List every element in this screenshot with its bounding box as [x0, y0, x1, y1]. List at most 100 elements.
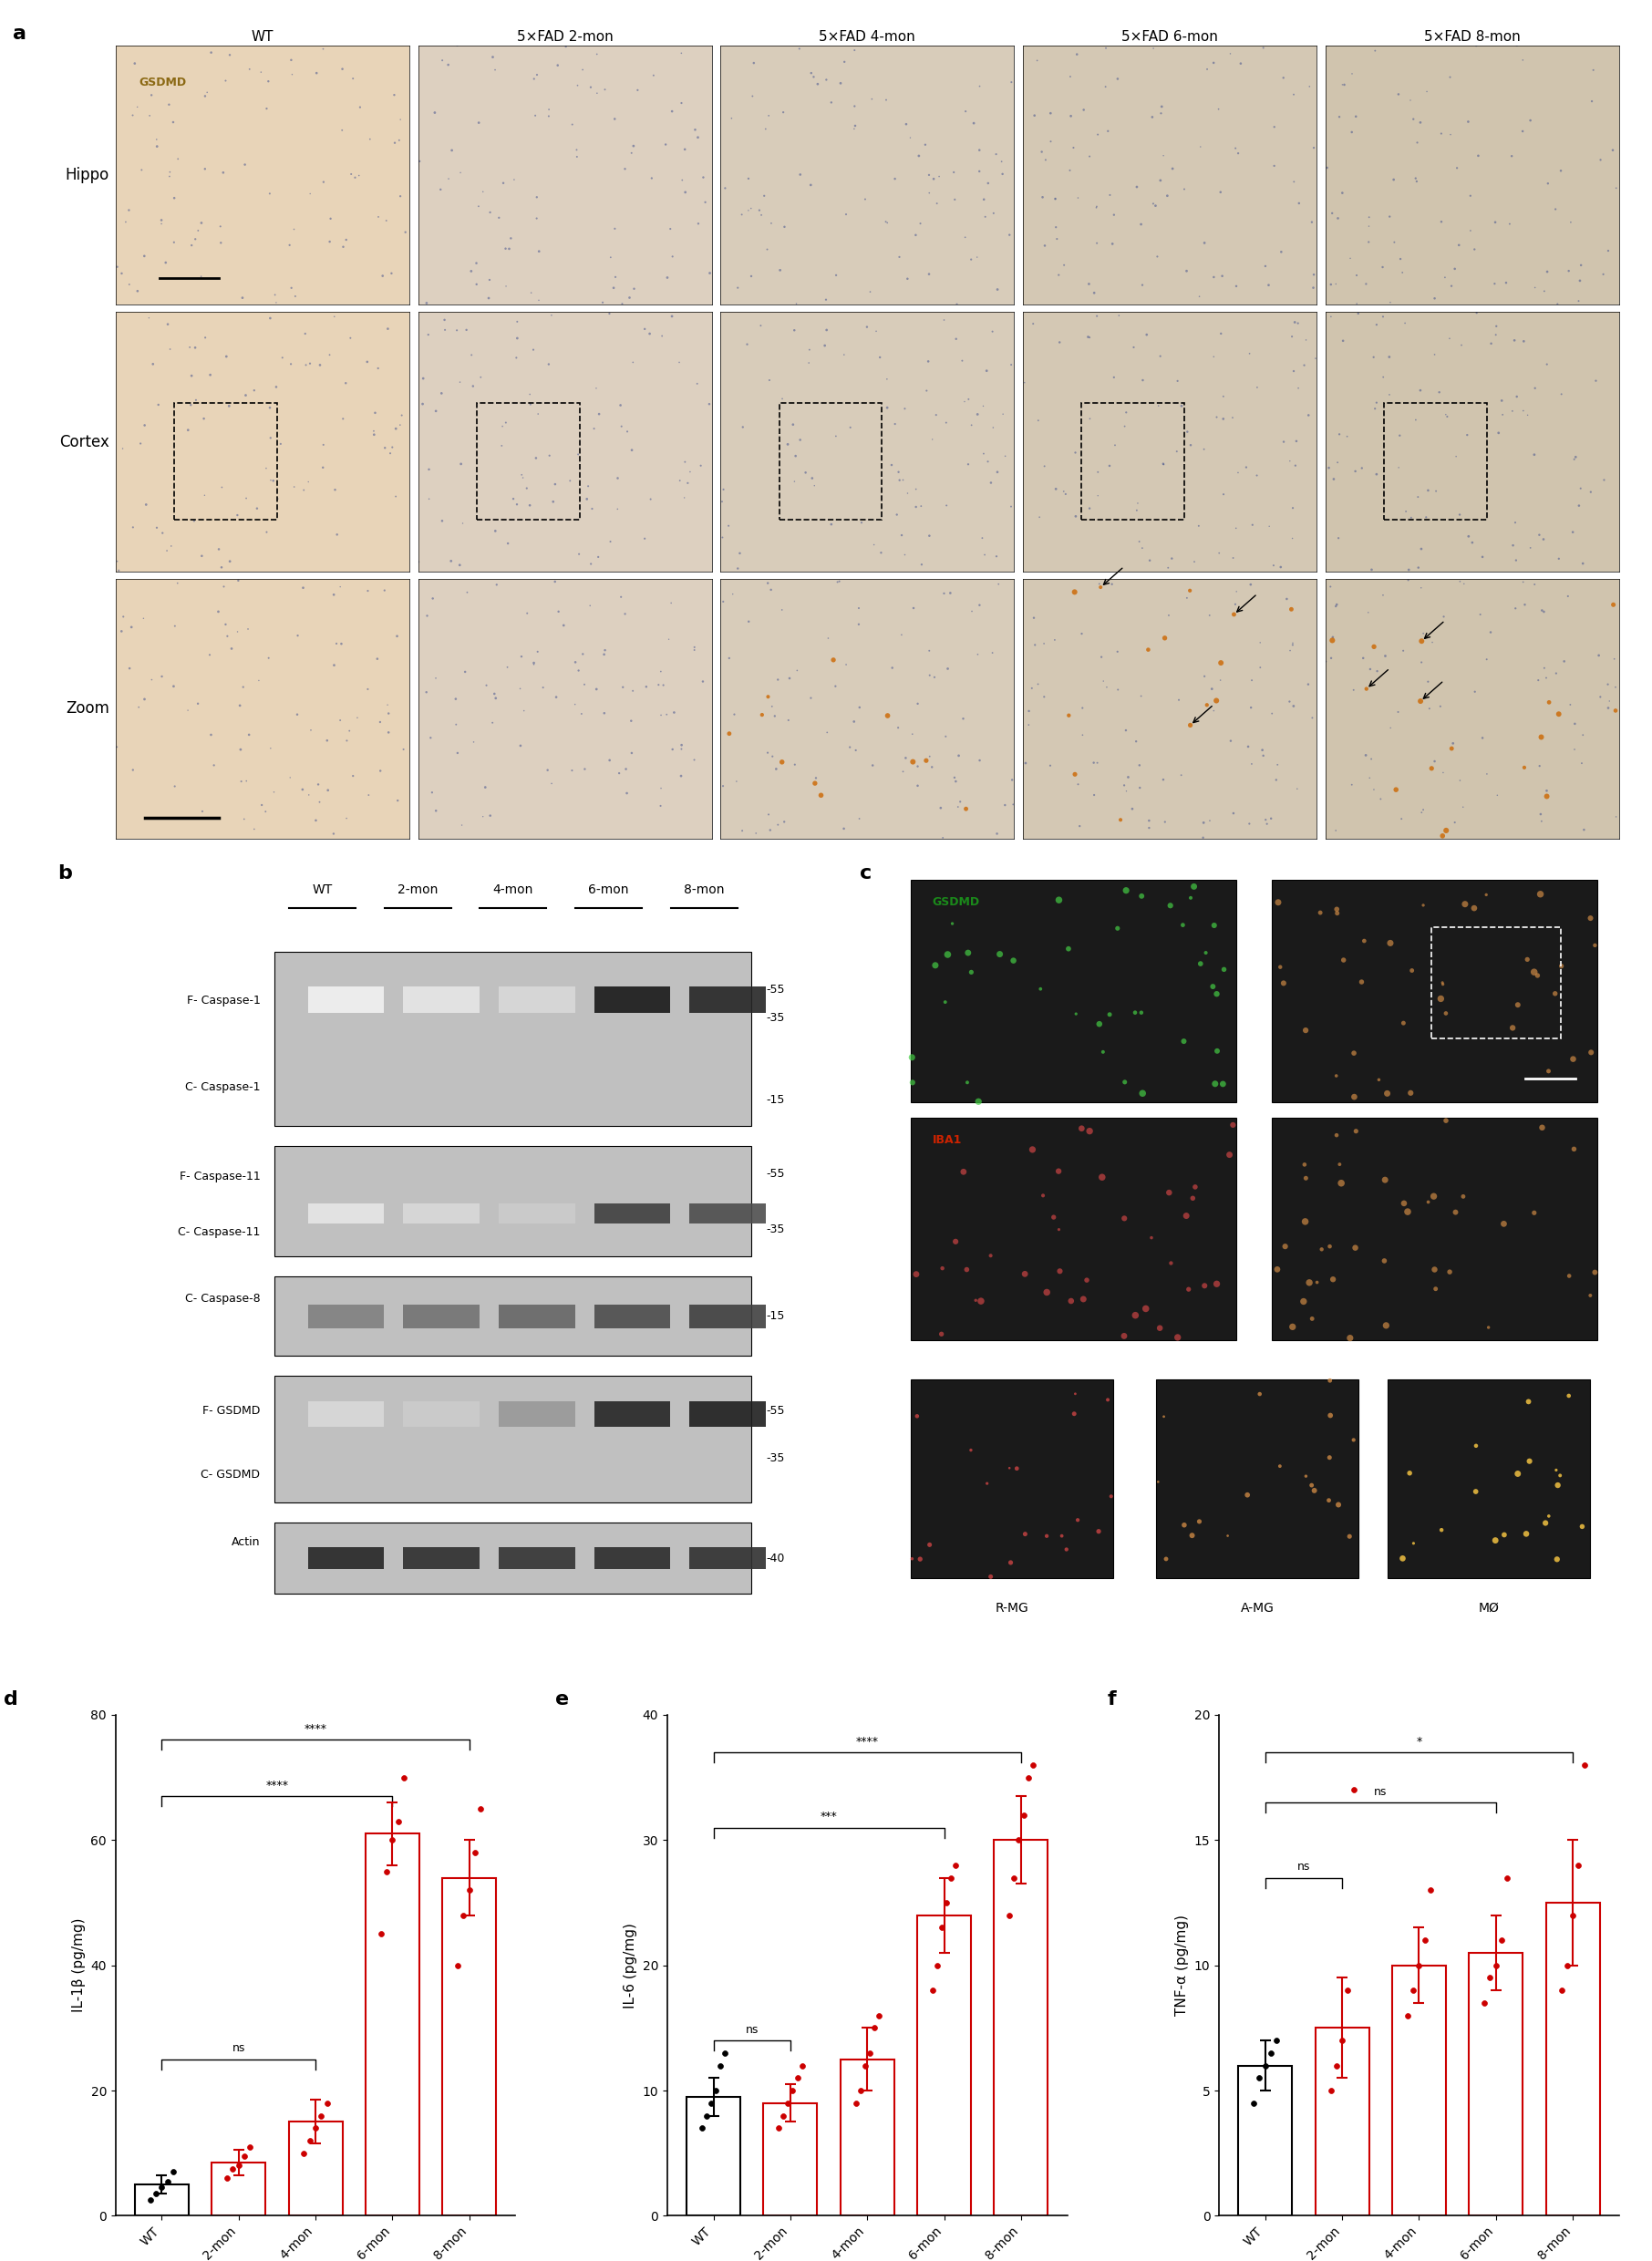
Point: [1023, 626, 1049, 662]
Point: [178, 357, 205, 393]
Point: [413, 285, 439, 321]
Point: [1568, 746, 1594, 782]
Point: [1441, 726, 1467, 762]
Point: [1133, 317, 1160, 353]
Point: [263, 369, 289, 405]
Point: [1568, 470, 1594, 506]
Point: [372, 572, 398, 608]
Point: [586, 396, 613, 432]
Point: [383, 412, 410, 448]
Point: [620, 344, 646, 380]
Point: [1403, 402, 1429, 439]
Point: [849, 504, 876, 540]
Point: [428, 375, 454, 412]
Point: [715, 714, 742, 751]
Point: [715, 640, 742, 676]
Point: [826, 563, 852, 599]
Point: [1450, 565, 1477, 601]
Point: [1515, 398, 1541, 434]
Point: [1388, 800, 1414, 837]
Point: [198, 34, 225, 70]
Point: [1474, 755, 1500, 791]
Point: [1102, 427, 1128, 464]
Point: [758, 572, 785, 608]
Point: [852, 181, 879, 217]
Point: [1365, 653, 1391, 690]
Point: [885, 240, 912, 276]
Point: [578, 491, 605, 527]
Point: [985, 454, 1011, 491]
Point: [975, 165, 1001, 201]
Point: [1447, 497, 1474, 534]
Point: [1404, 163, 1431, 199]
Point: [1219, 400, 1246, 436]
Point: [1113, 393, 1140, 430]
Point: [431, 301, 458, 337]
Point: [311, 32, 337, 68]
Point: [1323, 812, 1350, 848]
Point: [385, 782, 411, 818]
Point: [775, 703, 801, 739]
Point: [738, 190, 765, 226]
Point: [1528, 719, 1555, 755]
Point: [177, 330, 203, 366]
Point: [1130, 362, 1156, 398]
Point: [920, 161, 947, 197]
Text: GSDMD: GSDMD: [139, 77, 187, 88]
Point: [621, 271, 648, 307]
Point: [667, 36, 694, 72]
Point: [345, 158, 372, 194]
Point: [355, 572, 382, 608]
Point: [463, 267, 489, 303]
Point: [847, 2073, 874, 2110]
Point: [297, 346, 324, 382]
Point: [831, 809, 857, 846]
Point: [1596, 690, 1622, 726]
Point: [258, 730, 284, 766]
Point: [1222, 574, 1249, 610]
Point: [966, 154, 993, 190]
Point: [1201, 692, 1227, 728]
Point: [1409, 794, 1436, 830]
Point: [920, 1972, 947, 2008]
Point: [1517, 529, 1543, 565]
Point: [1285, 305, 1312, 341]
Point: [142, 2175, 169, 2211]
Point: [124, 274, 150, 310]
Point: [648, 787, 674, 823]
Point: [111, 599, 137, 635]
Point: [1077, 400, 1104, 436]
Bar: [689, 1402, 767, 1427]
Point: [1264, 2021, 1290, 2058]
Point: [1482, 265, 1508, 301]
Point: [760, 739, 786, 776]
Point: [1602, 669, 1629, 705]
Point: [479, 38, 506, 75]
Point: [998, 346, 1024, 382]
Point: [1340, 1773, 1366, 1809]
Point: [1363, 384, 1389, 421]
Bar: [763, 2103, 818, 2216]
Point: [109, 255, 135, 292]
Point: [780, 407, 806, 443]
Point: [942, 181, 968, 217]
Point: [631, 520, 657, 556]
Text: c: c: [861, 864, 872, 882]
Point: [631, 312, 657, 348]
Point: [1203, 400, 1229, 436]
Point: [1318, 298, 1345, 335]
Point: [446, 364, 472, 400]
Point: [1503, 378, 1530, 414]
Point: [598, 240, 624, 276]
Point: [479, 705, 506, 742]
Point: [879, 649, 905, 685]
Point: [874, 389, 900, 425]
Point: [596, 296, 623, 332]
Point: [1031, 626, 1057, 662]
Point: [1408, 104, 1434, 140]
Point: [1218, 724, 1244, 760]
Point: [970, 436, 996, 473]
Point: [681, 742, 707, 778]
Point: [980, 194, 1006, 231]
Point: [1536, 685, 1563, 721]
